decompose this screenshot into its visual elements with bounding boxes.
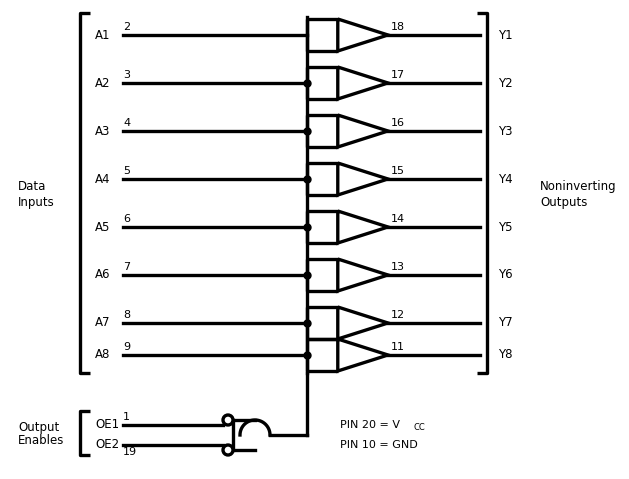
Text: 18: 18 — [391, 22, 405, 32]
Text: 14: 14 — [391, 214, 405, 224]
Text: Y6: Y6 — [498, 269, 513, 282]
Text: CC: CC — [413, 423, 425, 433]
Circle shape — [223, 445, 233, 455]
Text: 8: 8 — [123, 310, 130, 320]
Text: Data: Data — [18, 180, 47, 193]
Text: Outputs: Outputs — [540, 195, 587, 208]
Text: 1: 1 — [123, 412, 130, 422]
Text: A7: A7 — [95, 317, 111, 330]
Text: Y2: Y2 — [498, 77, 513, 90]
Text: A1: A1 — [95, 28, 111, 42]
Text: A3: A3 — [95, 125, 110, 137]
Text: 16: 16 — [391, 118, 405, 128]
Circle shape — [223, 415, 233, 425]
Text: A5: A5 — [95, 220, 110, 233]
Text: OE1: OE1 — [95, 419, 119, 432]
Text: Y7: Y7 — [498, 317, 513, 330]
Text: 11: 11 — [391, 342, 405, 352]
Text: 13: 13 — [391, 262, 405, 272]
Text: 5: 5 — [123, 166, 130, 176]
Text: Enables: Enables — [18, 434, 64, 447]
Text: Noninverting: Noninverting — [540, 180, 616, 193]
Text: 6: 6 — [123, 214, 130, 224]
Text: PIN 10 = GND: PIN 10 = GND — [340, 440, 418, 450]
Text: Y1: Y1 — [498, 28, 513, 42]
Text: A8: A8 — [95, 349, 110, 362]
Text: PIN 20 = V: PIN 20 = V — [340, 420, 400, 430]
Text: 4: 4 — [123, 118, 130, 128]
Text: 3: 3 — [123, 70, 130, 80]
Text: Inputs: Inputs — [18, 195, 55, 208]
Text: 19: 19 — [123, 447, 137, 457]
Text: 2: 2 — [123, 22, 130, 32]
Text: 7: 7 — [123, 262, 130, 272]
Text: Y8: Y8 — [498, 349, 513, 362]
Text: A2: A2 — [95, 77, 111, 90]
Text: A4: A4 — [95, 172, 111, 185]
Text: 12: 12 — [391, 310, 405, 320]
Text: 15: 15 — [391, 166, 405, 176]
Text: Y3: Y3 — [498, 125, 513, 137]
Text: OE2: OE2 — [95, 438, 119, 452]
Text: Y4: Y4 — [498, 172, 513, 185]
Text: Y5: Y5 — [498, 220, 513, 233]
Text: 9: 9 — [123, 342, 130, 352]
Text: A6: A6 — [95, 269, 111, 282]
Text: 17: 17 — [391, 70, 405, 80]
Text: Output: Output — [18, 421, 59, 433]
